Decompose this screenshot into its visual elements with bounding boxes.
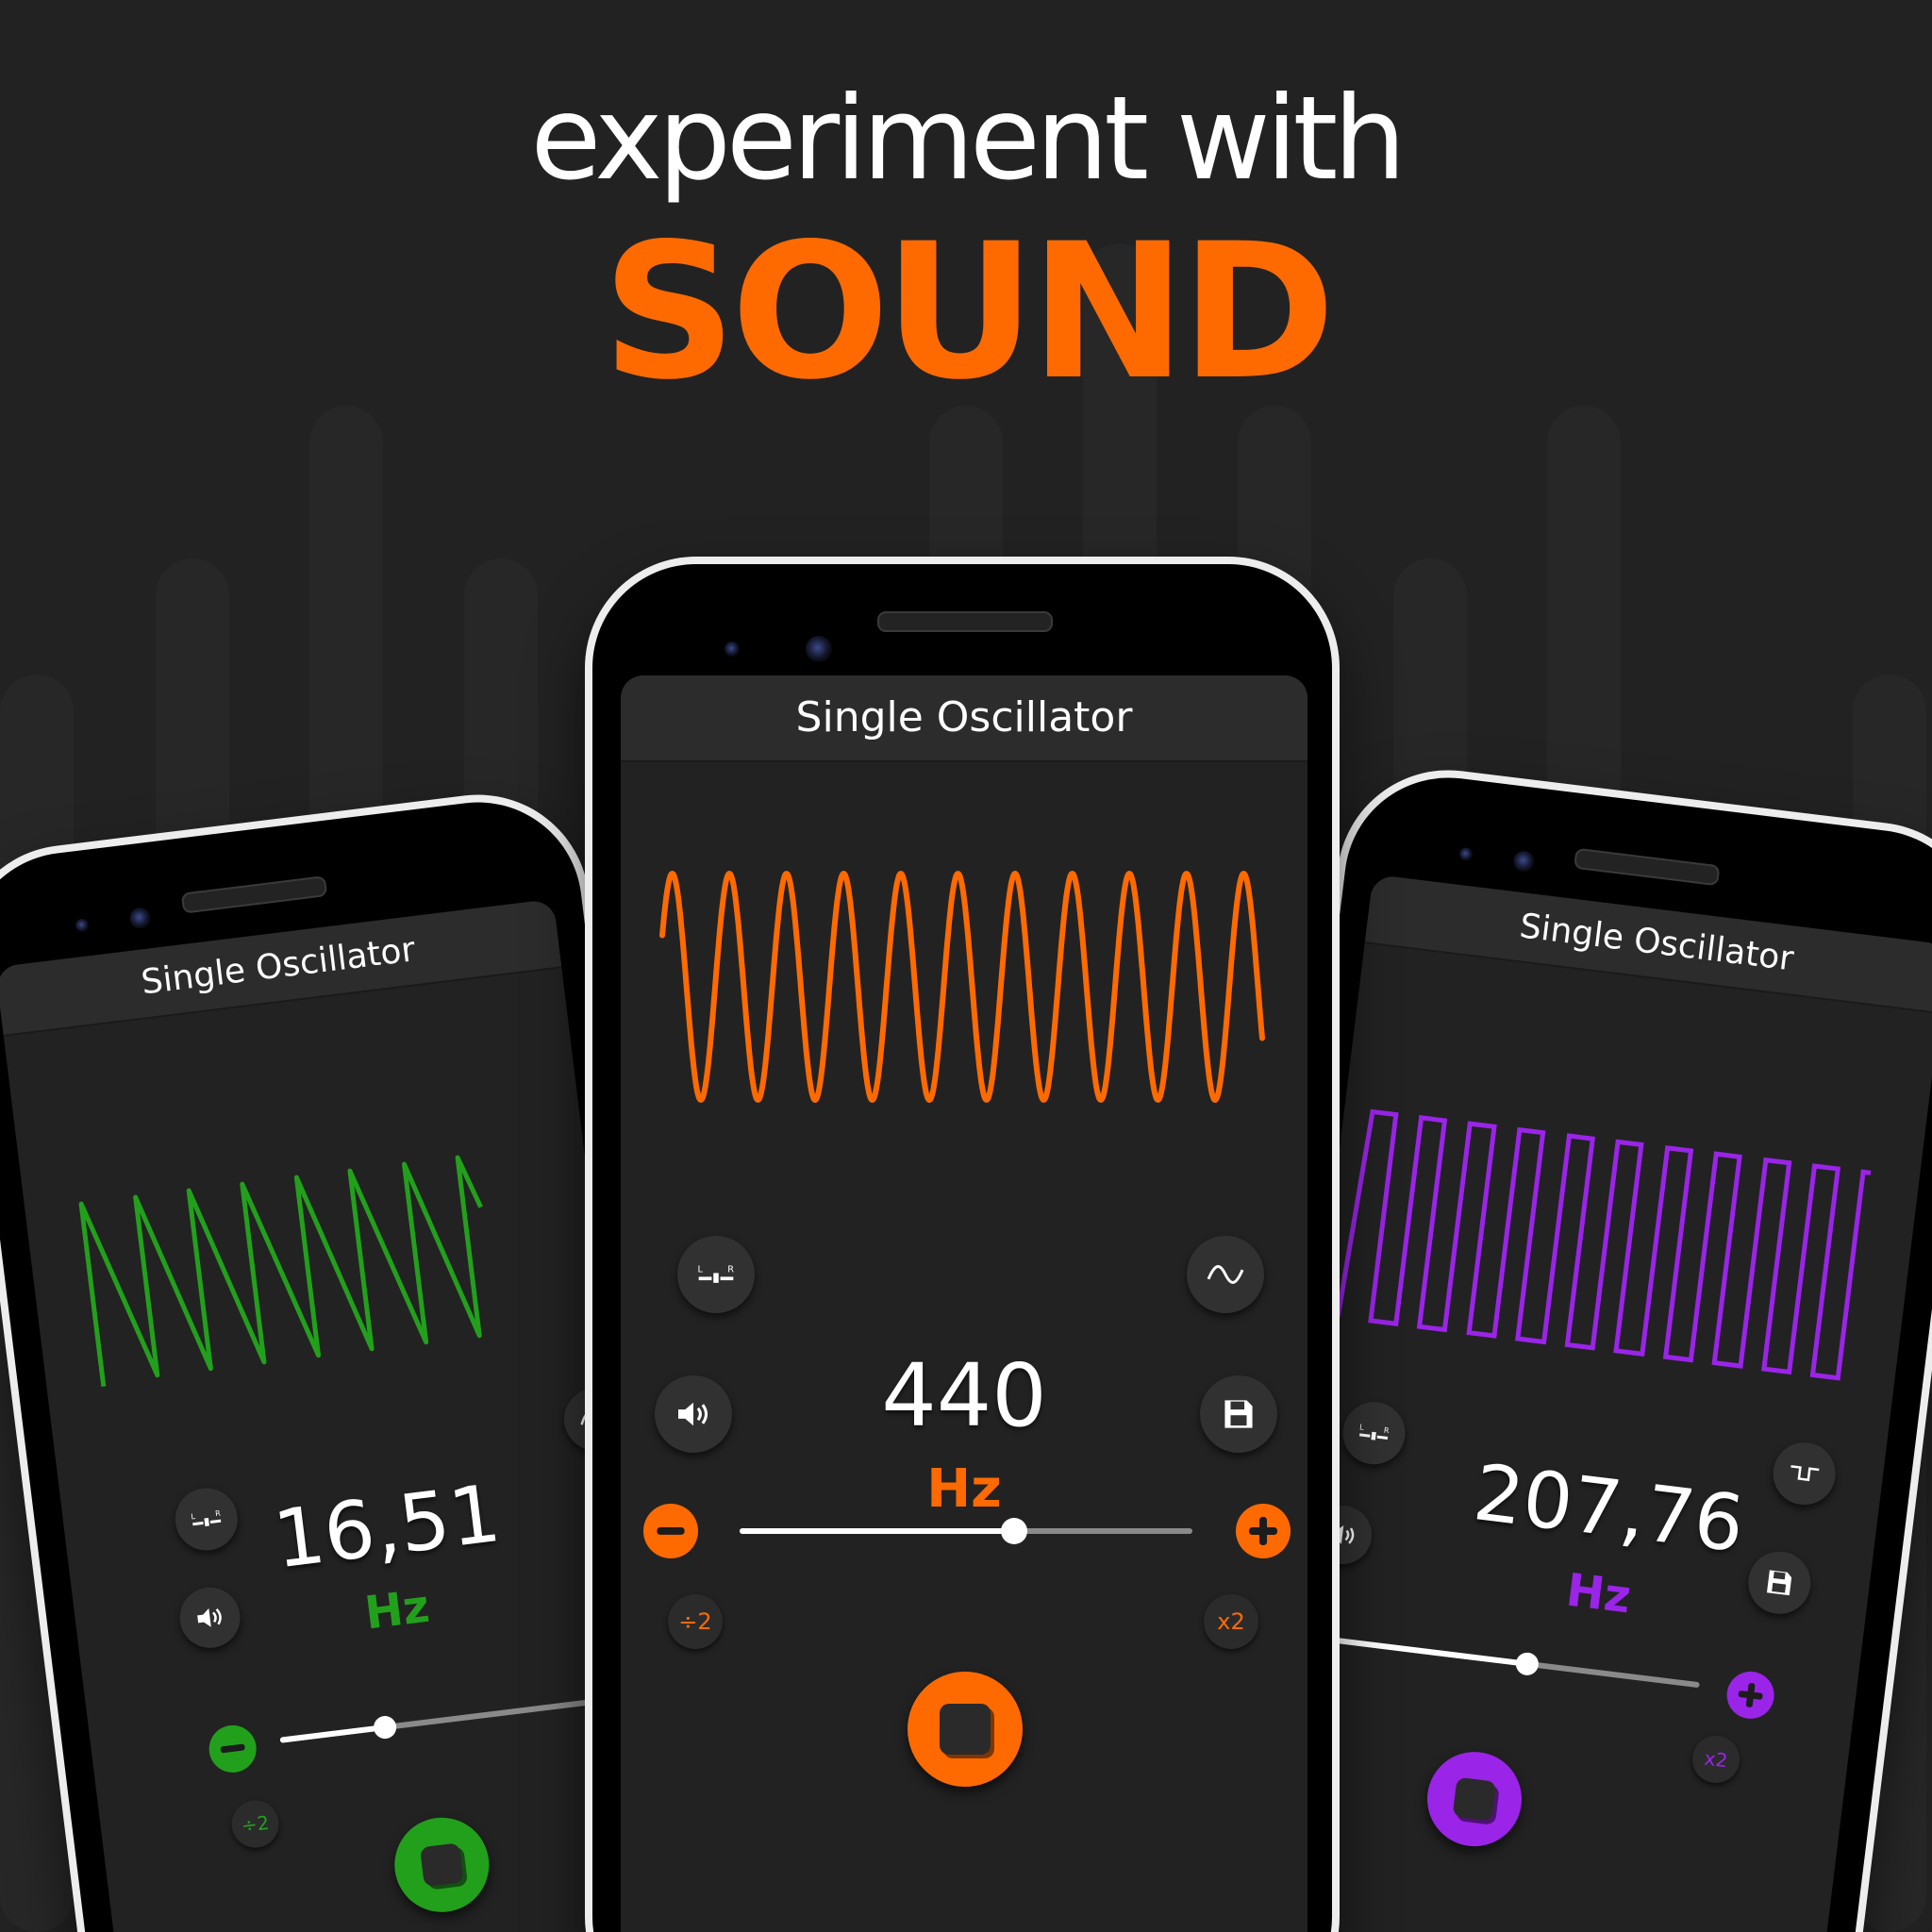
minus-icon — [657, 1526, 685, 1535]
minus-icon — [220, 1743, 245, 1754]
decrease-button[interactable] — [643, 1504, 698, 1558]
plus-icon — [1249, 1517, 1277, 1545]
frequency-slider-knob[interactable] — [1514, 1651, 1541, 1677]
pan-lr-icon: L R — [191, 1509, 222, 1528]
front-camera — [128, 907, 152, 930]
divide-by-two-button[interactable]: ÷2 — [668, 1594, 723, 1649]
svg-text:R: R — [1383, 1425, 1390, 1435]
multiply-by-two-button[interactable]: x2 — [1690, 1733, 1742, 1786]
volume-icon — [678, 1402, 708, 1426]
multiply-label: x2 — [1703, 1746, 1729, 1773]
volume-button[interactable] — [655, 1375, 732, 1453]
sawtooth-waveform — [78, 1155, 483, 1388]
frequency-value: 207,76 — [1469, 1448, 1749, 1571]
frequency-slider-knob[interactable] — [1001, 1518, 1027, 1544]
frequency-unit: Hz — [1563, 1563, 1634, 1624]
save-button[interactable] — [1744, 1548, 1815, 1618]
front-camera — [724, 641, 740, 657]
pan-button[interactable]: L R — [677, 1236, 755, 1313]
sine-waveform — [659, 871, 1265, 1103]
headline-line-2: SOUND — [602, 203, 1336, 421]
frequency-slider-knob[interactable] — [372, 1714, 398, 1740]
phone-right-body: Single Oscillator L R — [1198, 765, 1932, 1932]
earpiece-speaker — [1573, 847, 1721, 887]
pan-button[interactable]: L R — [1339, 1398, 1409, 1468]
svg-text:R: R — [215, 1509, 222, 1519]
front-camera — [1512, 849, 1536, 874]
sine-wave-icon — [1207, 1265, 1244, 1284]
headline-line-1: experiment with — [530, 72, 1406, 206]
pan-lr-icon: L R — [1359, 1423, 1390, 1442]
frequency-slider-fill — [279, 1724, 386, 1743]
save-button[interactable] — [1200, 1375, 1277, 1453]
increase-button[interactable] — [1236, 1504, 1291, 1558]
waveform-display — [78, 1155, 483, 1388]
square-waveform — [1335, 1108, 1872, 1381]
phone-left-body: Single Oscillator L R — [0, 790, 728, 1932]
frequency-value: 440 — [881, 1345, 1047, 1446]
earpiece-speaker — [877, 611, 1053, 632]
stop-icon — [419, 1842, 464, 1888]
divide-by-two-button[interactable]: ÷2 — [228, 1797, 282, 1851]
stop-icon — [1452, 1776, 1497, 1822]
phone-center-screen: Single Oscillator L R — [621, 675, 1307, 1932]
app-title: Single Oscillator — [795, 693, 1133, 741]
svg-text:R: R — [727, 1265, 734, 1275]
title-bar: Single Oscillator — [1364, 874, 1932, 1014]
volume-icon — [197, 1607, 222, 1627]
square-wave-icon — [1790, 1465, 1820, 1482]
phone-left: Single Oscillator L R — [0, 782, 737, 1932]
stop-button[interactable] — [389, 1812, 495, 1918]
increase-button[interactable] — [1724, 1669, 1777, 1722]
front-camera — [75, 918, 90, 933]
earpiece-speaker — [180, 875, 328, 914]
plus-icon — [1738, 1682, 1763, 1707]
phone-left-screen: Single Oscillator L R — [0, 898, 701, 1932]
title-bar: Single Oscillator — [621, 675, 1307, 762]
phone-center: Single Oscillator L R — [585, 557, 1340, 1932]
pan-lr-icon: L R — [697, 1265, 734, 1285]
save-icon — [1766, 1570, 1792, 1596]
waveform-type-button[interactable] — [1769, 1439, 1840, 1508]
stop-button[interactable] — [908, 1672, 1023, 1787]
front-camera — [806, 636, 832, 662]
waveform-display — [659, 871, 1265, 1103]
waveform-type-button[interactable] — [1187, 1236, 1264, 1313]
volume-button[interactable] — [175, 1584, 244, 1652]
divide-label: ÷2 — [678, 1608, 712, 1635]
phone-right-frame: Single Oscillator L R — [1190, 757, 1932, 1932]
multiply-by-two-button[interactable]: x2 — [1204, 1594, 1258, 1649]
decrease-button[interactable] — [206, 1723, 259, 1775]
frequency-value: 16,51 — [268, 1466, 506, 1587]
stop-icon — [940, 1704, 991, 1755]
frequency-slider-fill — [740, 1528, 1013, 1534]
waveform-display — [1335, 1108, 1872, 1381]
multiply-label: x2 — [1217, 1608, 1245, 1635]
phone-left-frame: Single Oscillator L R — [0, 782, 737, 1932]
pan-button[interactable]: L R — [172, 1484, 242, 1555]
svg-text:L: L — [1359, 1423, 1365, 1432]
frequency-slider-fill — [1334, 1637, 1527, 1667]
app-title: Single Oscillator — [139, 930, 418, 1003]
save-icon — [1224, 1400, 1253, 1428]
svg-text:L: L — [697, 1265, 703, 1275]
phone-center-body: Single Oscillator L R — [592, 564, 1332, 1932]
phone-right-screen: Single Oscillator L R — [1225, 874, 1932, 1932]
app-title: Single Oscillator — [1517, 907, 1796, 979]
front-camera — [1458, 846, 1474, 862]
phone-right: Single Oscillator L R — [1190, 757, 1932, 1932]
svg-text:L: L — [191, 1512, 196, 1522]
divide-label: ÷2 — [240, 1810, 271, 1838]
stop-button[interactable] — [1422, 1746, 1527, 1852]
frequency-unit: Hz — [926, 1458, 1002, 1520]
frequency-unit: Hz — [361, 1579, 433, 1641]
